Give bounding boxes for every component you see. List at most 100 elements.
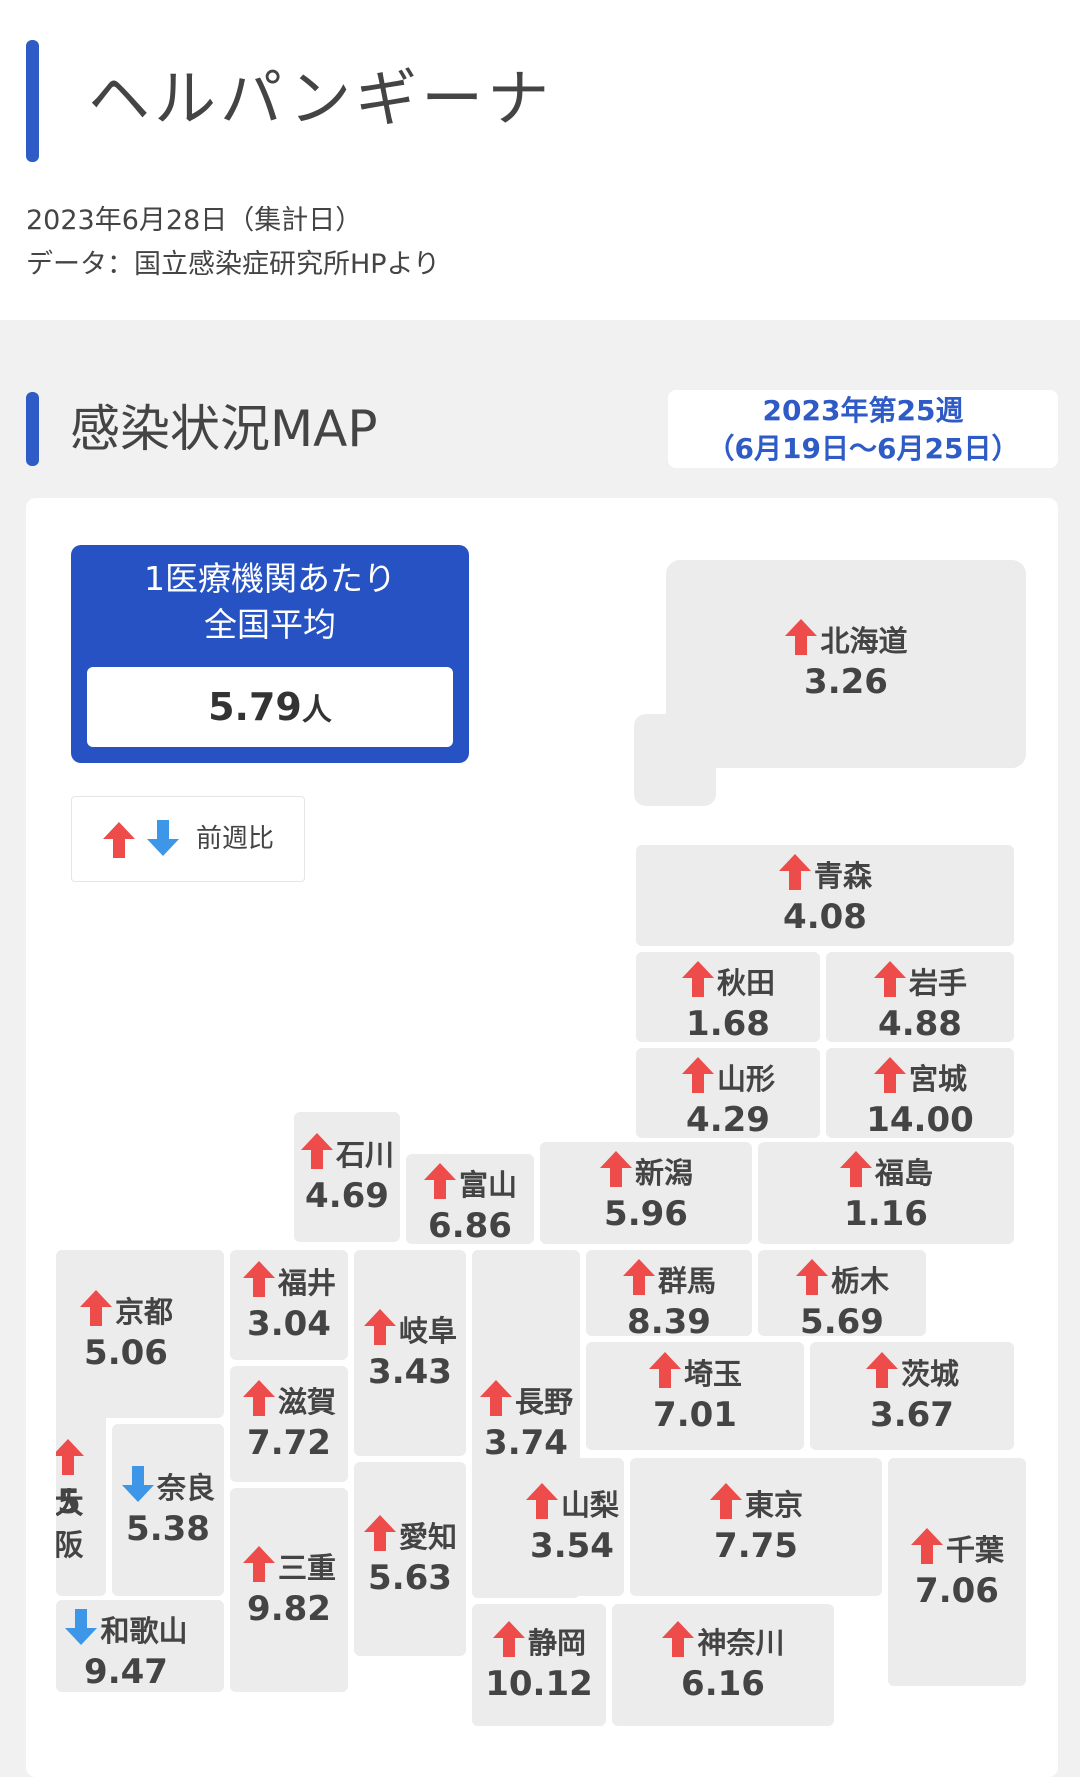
prefecture-tile-wakayama[interactable]: 和歌山 9.47 [56, 1600, 224, 1692]
prefecture-value: 4.69 [305, 1176, 389, 1216]
prefecture-value: 5.96 [604, 1194, 688, 1234]
prefecture-tile-gunma[interactable]: 群馬 8.39 [586, 1250, 752, 1342]
prefecture-value: 6.86 [428, 1206, 512, 1246]
prefecture-name: 東京 [744, 1488, 803, 1522]
aggregation-date: 2023年6月28日（集計日） [26, 205, 363, 236]
prefecture-value: 5.06 [84, 1333, 168, 1373]
arrow-up-icon [622, 1258, 656, 1300]
prefecture-tile-hokkaido[interactable]: 北海道 3.26 [666, 560, 1026, 768]
prefecture-name-row: 埼玉 [586, 1351, 804, 1393]
prefecture-name-row: 滋賀 [230, 1379, 348, 1421]
prefecture-name: 京都 [114, 1295, 173, 1329]
average-label-line2: 全国平均 [204, 605, 336, 644]
prefecture-name-row: 北海道 [666, 618, 1026, 660]
prefecture-value: 5.63 [368, 1558, 452, 1598]
prefecture-name-row: 東京 [630, 1482, 882, 1524]
prefecture-name-row: 静岡 [472, 1620, 606, 1662]
prefecture-name-row: 京都 [56, 1289, 210, 1331]
prefecture-name-row: 山形 [636, 1056, 820, 1098]
prefecture-value: 1.16 [844, 1194, 928, 1234]
prefecture-tile-toyama[interactable]: 富山 6.86 [406, 1154, 534, 1246]
prefecture-name-row: 三重 [230, 1545, 348, 1587]
prefecture-name-row: 和歌山 [56, 1608, 210, 1650]
prefecture-name: 新潟 [634, 1156, 693, 1190]
prefecture-name: 埼玉 [683, 1357, 742, 1391]
week-number: 2023年第25週 [762, 394, 964, 427]
prefecture-tile-tokyo[interactable]: 東京 7.75 [630, 1458, 882, 1596]
prefecture-name-row: 群馬 [586, 1258, 752, 1300]
prefecture-name: 岩手 [908, 966, 967, 1000]
prefecture-value: 5 [57, 1482, 81, 1522]
arrow-up-icon [56, 1438, 85, 1480]
arrow-up-icon [242, 1379, 276, 1421]
prefecture-value: 6.16 [681, 1664, 765, 1704]
prefecture-value: 14.00 [866, 1100, 974, 1140]
prefecture-name-row: 新潟 [540, 1150, 752, 1192]
prefecture-name-row: 愛知 [354, 1514, 466, 1556]
prefecture-name: 滋賀 [277, 1385, 336, 1419]
prefecture-tile-niigata[interactable]: 新潟 5.96 [540, 1142, 752, 1244]
prefecture-name-row: 山梨 [520, 1482, 624, 1524]
prefecture-value: 3.43 [368, 1352, 452, 1392]
prefecture-name: 山梨 [560, 1488, 619, 1522]
arrow-down-icon [64, 1608, 98, 1650]
prefecture-value: 4.88 [878, 1004, 962, 1044]
prefecture-tile-saitama[interactable]: 埼玉 7.01 [586, 1342, 804, 1450]
prefecture-tile-aichi[interactable]: 愛知 5.63 [354, 1462, 466, 1656]
prefecture-name: 和歌山 [100, 1614, 188, 1648]
prefecture-value: 8.39 [627, 1302, 711, 1342]
arrow-up-icon [599, 1150, 633, 1192]
prefecture-value: 7.72 [247, 1423, 331, 1463]
prefecture-tile-nara[interactable]: 奈良 5.38 [112, 1424, 224, 1596]
prefecture-name: 茨城 [900, 1357, 959, 1391]
prefecture-name-row: 富山 [406, 1162, 534, 1204]
prefecture-tile-chiba[interactable]: 千葉 7.06 [888, 1458, 1026, 1686]
prefecture-value: 7.01 [653, 1395, 737, 1435]
prefecture-tile-shiga[interactable]: 滋賀 7.72 [230, 1366, 348, 1482]
prefecture-name: 群馬 [657, 1264, 716, 1298]
prefecture-tile-shizuoka[interactable]: 静岡 10.12 [472, 1604, 606, 1726]
prefecture-tile-fukushima[interactable]: 福島 1.16 [758, 1142, 1014, 1244]
prefecture-tile-kanagawa[interactable]: 神奈川 6.16 [612, 1604, 834, 1726]
prefecture-tile-ishikawa[interactable]: 石川 4.69 [294, 1112, 400, 1242]
prefecture-name-row: 青森 [636, 853, 1014, 895]
prefecture-name: 山形 [716, 1062, 775, 1096]
arrow-up-icon [479, 1379, 513, 1421]
prefecture-tile-yamagata[interactable]: 山形 4.29 [636, 1048, 820, 1140]
prefecture-tile-yamanashi[interactable]: 山梨 3.54 [520, 1458, 624, 1596]
prefecture-value: 5.69 [800, 1302, 884, 1342]
arrow-up-icon [648, 1351, 682, 1393]
arrow-up-icon [910, 1527, 944, 1569]
prefecture-tile-iwate[interactable]: 岩手 4.88 [826, 952, 1014, 1044]
prefecture-tile-miyagi[interactable]: 宮城 14.00 [826, 1048, 1014, 1140]
prefecture-tile-osaka[interactable]: 大阪 5 [56, 1370, 106, 1596]
prefecture-tile-ibaraki[interactable]: 茨城 3.67 [810, 1342, 1014, 1450]
prefecture-name-row: 長野 [472, 1379, 580, 1421]
prefecture-tile-mie[interactable]: 三重 9.82 [230, 1488, 348, 1692]
prefecture-name-row: 宮城 [826, 1056, 1014, 1098]
prefecture-value: 9.47 [84, 1652, 168, 1692]
data-source: データ：国立感染症研究所HPより [26, 249, 441, 280]
prefecture-value: 3.74 [484, 1423, 568, 1463]
arrow-up-icon [865, 1351, 899, 1393]
prefecture-name: 石川 [335, 1138, 394, 1172]
prefecture-tile-tochigi[interactable]: 栃木 5.69 [758, 1250, 926, 1342]
prefecture-name-row: 茨城 [810, 1351, 1014, 1393]
prefecture-tile-aomori[interactable]: 青森 4.08 [636, 845, 1014, 946]
prefecture-name-row: 岐阜 [354, 1308, 466, 1350]
prefecture-tile-fukui[interactable]: 福井 3.04 [230, 1250, 348, 1360]
arrow-up-icon [423, 1162, 457, 1204]
prefecture-value: 4.08 [783, 897, 867, 937]
prefecture-value: 3.67 [870, 1395, 954, 1435]
prefecture-value: 5.38 [126, 1509, 210, 1549]
prefecture-tile-gifu[interactable]: 岐阜 3.43 [354, 1250, 466, 1456]
prefecture-tile-akita[interactable]: 秋田 1.68 [636, 952, 820, 1044]
prefecture-name: 千葉 [945, 1533, 1004, 1567]
arrow-up-icon [363, 1308, 397, 1350]
prefecture-name: 長野 [514, 1385, 573, 1419]
prefecture-name: 岐阜 [398, 1314, 457, 1348]
prefecture-name-row: 岩手 [826, 960, 1014, 1002]
prefecture-name-row: 神奈川 [612, 1620, 834, 1662]
average-value: 5.79 [208, 685, 302, 729]
trend-legend: 前週比 [71, 796, 305, 882]
